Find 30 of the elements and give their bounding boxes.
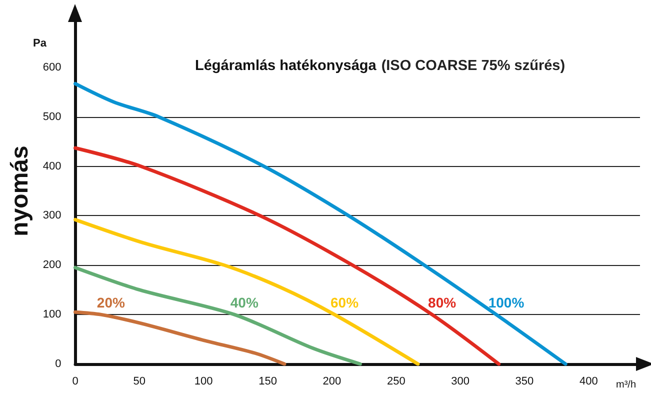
- y-tick-label: 200: [42, 259, 62, 272]
- text: (ISO COARSE 75% szűrés): [381, 58, 566, 74]
- x-tick-label: 250: [386, 376, 406, 388]
- x-axis-title: m³/h: [616, 380, 636, 390]
- series-label: 100%: [488, 294, 525, 311]
- text: Légáramlás hatékonysága: [195, 58, 378, 74]
- x-tick-label: 200: [322, 376, 342, 388]
- line-series: [74, 218, 420, 366]
- x-tick-label: 50: [133, 376, 146, 388]
- series-label: 80%: [428, 294, 457, 311]
- y-tick-label: 500: [42, 110, 62, 123]
- y-tick-label: 0: [55, 358, 62, 370]
- y-tick-label: 100: [42, 308, 62, 321]
- y-tick-label: 300: [42, 210, 62, 222]
- x-tick-label: 300: [451, 376, 470, 388]
- x-tick-label: 100: [194, 376, 213, 388]
- x-tick-label: 350: [515, 376, 534, 388]
- y-axis-title: nyomás: [6, 146, 34, 236]
- line-series: [74, 266, 362, 366]
- y-tick-label: 600: [42, 61, 62, 74]
- line-series: [74, 310, 286, 366]
- series-label: 40%: [230, 294, 259, 311]
- y-tick-label: 400: [42, 160, 62, 172]
- series-label: 20%: [96, 294, 126, 311]
- series-label: 60%: [330, 294, 360, 311]
- x-tick-label: 0: [72, 376, 78, 388]
- text: Pa: [33, 38, 48, 50]
- x-tick-label: 400: [579, 376, 598, 388]
- line-series: [74, 82, 568, 366]
- x-tick-label: 150: [258, 376, 277, 388]
